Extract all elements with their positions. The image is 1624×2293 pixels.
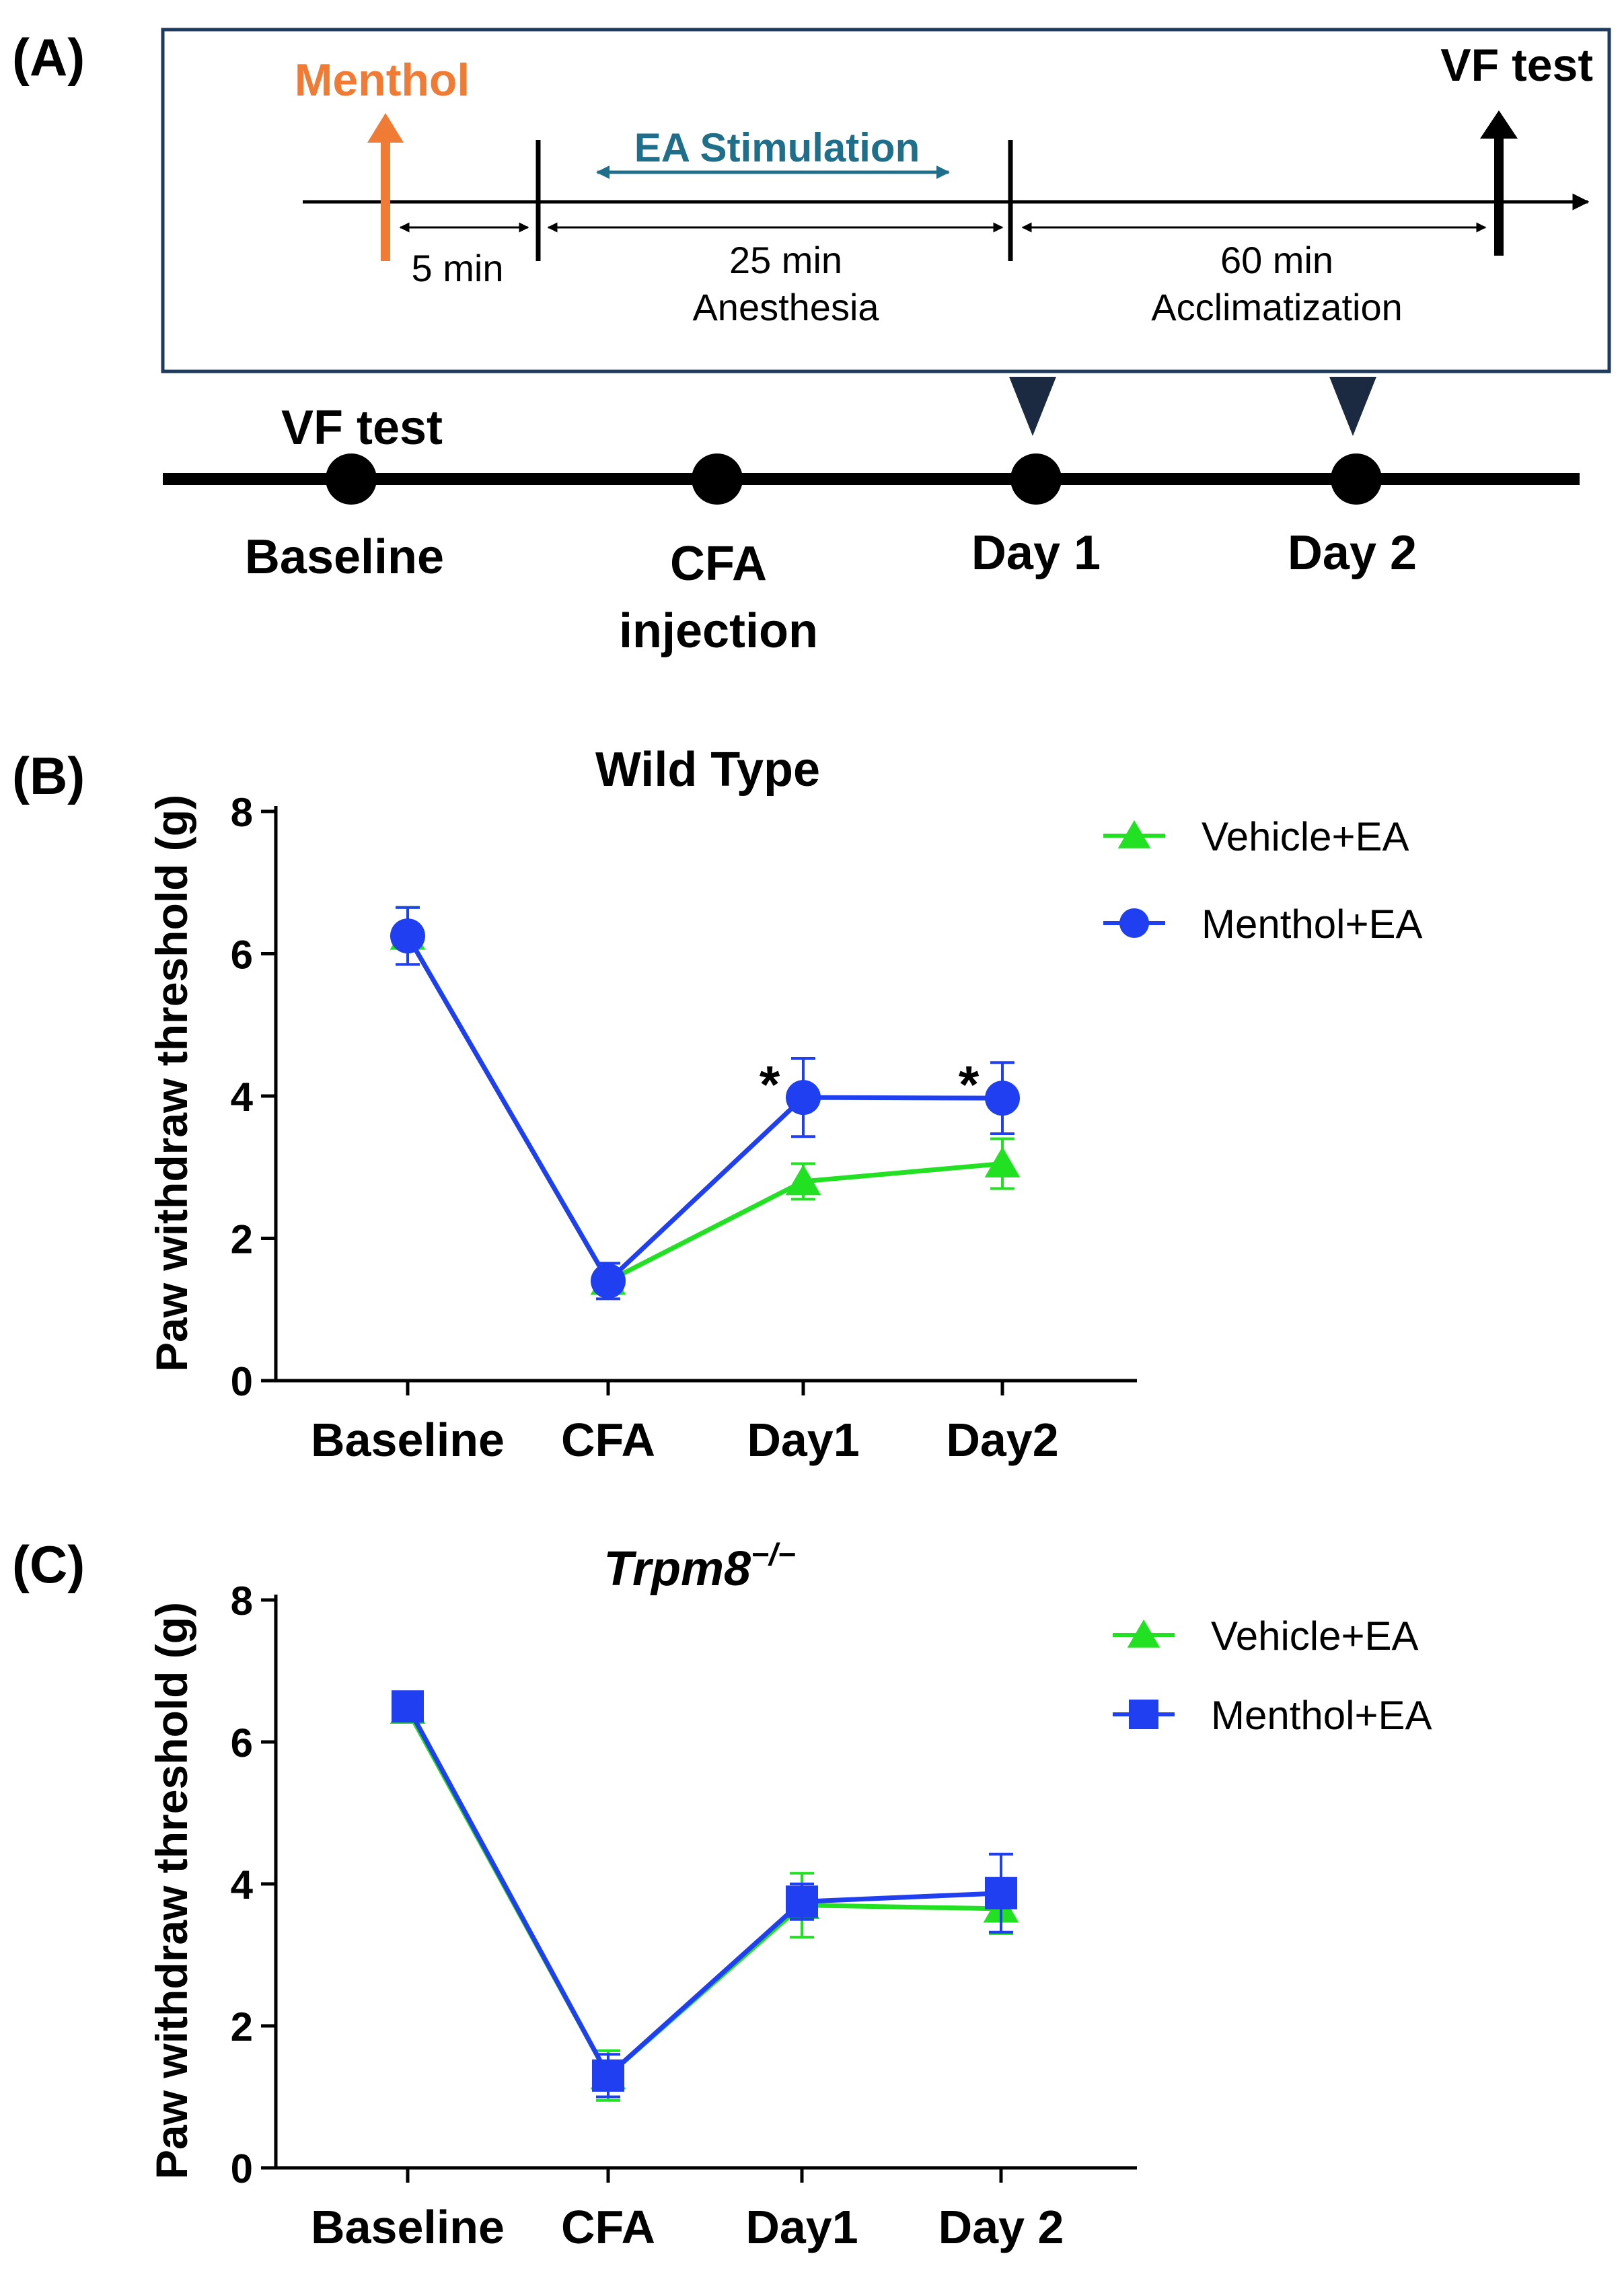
panel-a: (A) Menthol VF test EA Stimulation xyxy=(12,28,1611,658)
legend-label: Menthol+EA xyxy=(1211,1693,1432,1738)
timeline-dot-baseline xyxy=(326,453,377,505)
timeline-label-day1: Day 1 xyxy=(971,526,1101,580)
series-line xyxy=(405,935,1003,1285)
data-point xyxy=(591,1263,626,1299)
y-tick-label: 2 xyxy=(231,1217,253,1262)
series-line xyxy=(405,1705,1002,2080)
y-tick-label: 2 xyxy=(231,2004,253,2049)
chart-wild-type: (B) Wild Type Paw withdraw threshold (g)… xyxy=(12,743,1423,1466)
x-tick-label: CFA xyxy=(561,1414,655,1466)
y-tick-label: 4 xyxy=(231,1075,254,1120)
protocol-frame xyxy=(161,28,1611,373)
legend-label: Vehicle+EA xyxy=(1202,814,1409,859)
chart-b-title: Wild Type xyxy=(595,743,820,797)
timeline-dot-day1 xyxy=(1010,453,1062,505)
legend-swatch-marker xyxy=(1117,820,1151,848)
significance-marker: * xyxy=(760,1054,780,1114)
chart-trpm8-ko: (C) Trpm8−/− Paw withdraw threshold (g) … xyxy=(12,1535,1432,2253)
data-point xyxy=(786,1080,821,1116)
day2-pointer xyxy=(1329,377,1376,436)
series-menthol-ea xyxy=(392,1690,1017,2099)
y-tick-label: 4 xyxy=(231,1862,254,1907)
interval-2-label-1: 25 min xyxy=(729,239,842,281)
legend-swatch-marker xyxy=(1119,908,1149,938)
panel-a-label: (A) xyxy=(12,28,85,87)
interval-1-label: 5 min xyxy=(412,247,504,289)
timeline-label-day2: Day 2 xyxy=(1288,526,1417,580)
menthol-arrowhead xyxy=(367,113,404,143)
series-vehicle-ea xyxy=(390,906,1021,1295)
x-tick-label: CFA xyxy=(561,2201,655,2253)
ea-stimulation-label: EA Stimulation xyxy=(634,125,920,170)
chart-c-ylabel: Paw withdraw threshold (g) xyxy=(147,1602,196,2179)
data-point xyxy=(984,1146,1021,1177)
x-tick-label: Day1 xyxy=(745,2201,858,2253)
legend-label: Vehicle+EA xyxy=(1211,1613,1419,1659)
chart-b-plot: 0 2 4 6 8 Baseline CFA Day1 Day2 * * xyxy=(231,790,1137,1466)
interval-3-label-1: 60 min xyxy=(1220,239,1333,281)
timeline-dot-day2 xyxy=(1331,453,1382,505)
data-point xyxy=(390,918,425,954)
legend-swatch-marker xyxy=(1127,1619,1160,1648)
day1-pointer xyxy=(1009,377,1056,436)
y-tick-label: 8 xyxy=(231,790,253,835)
x-tick-label: Baseline xyxy=(311,1414,505,1466)
y-tick-label: 6 xyxy=(231,933,253,978)
chart-c-legend: Vehicle+EA Menthol+EA xyxy=(1113,1613,1432,1738)
chart-c-title: Trpm8−/− xyxy=(603,1537,795,1596)
x-tick-label: Day2 xyxy=(946,1414,1058,1466)
timeline-dot-cfa xyxy=(692,453,743,505)
interval-3-label-2: Acclimatization xyxy=(1151,286,1402,328)
interval-2-label-2: Anesthesia xyxy=(692,286,879,328)
timeline-vf-test-label: VF test xyxy=(281,401,443,455)
experiment-timeline: VF test Baseline CFA injection Day 1 Day… xyxy=(163,377,1580,658)
protocol-vf-test-label: VF test xyxy=(1440,40,1593,91)
data-point xyxy=(786,1885,818,1918)
series-menthol-ea xyxy=(390,906,1020,1301)
x-tick-label: Baseline xyxy=(311,2201,505,2253)
vf-test-arrowhead xyxy=(1480,110,1518,139)
chart-b-legend: Vehicle+EA Menthol+EA xyxy=(1103,814,1423,947)
series-line xyxy=(405,1708,1002,2080)
chart-b-ylabel: Paw withdraw threshold (g) xyxy=(147,795,196,1372)
data-point xyxy=(785,1164,821,1196)
legend-swatch-marker xyxy=(1129,1700,1158,1729)
protocol-box: Menthol VF test EA Stimulation 5 min 25 … xyxy=(161,28,1611,373)
x-tick-label: Day1 xyxy=(747,1414,859,1466)
panel-c-label: (C) xyxy=(12,1535,85,1594)
y-tick-label: 8 xyxy=(231,1578,253,1624)
x-tick-label: Day 2 xyxy=(938,2201,1064,2253)
timeline-label-cfa-2: injection xyxy=(619,604,818,658)
timeline-label-cfa-1: CFA xyxy=(670,537,767,591)
menthol-label: Menthol xyxy=(295,54,470,106)
y-tick-label: 6 xyxy=(231,1720,253,1766)
data-point xyxy=(592,2059,624,2092)
legend-label: Menthol+EA xyxy=(1202,902,1423,947)
panel-b-label: (B) xyxy=(12,746,85,805)
series-line xyxy=(405,935,1003,1284)
timeline-label-baseline: Baseline xyxy=(245,530,444,584)
significance-marker: * xyxy=(959,1054,980,1114)
y-tick-label: 0 xyxy=(231,2146,253,2191)
y-tick-label: 0 xyxy=(231,1359,253,1404)
data-point xyxy=(392,1690,424,1723)
data-point xyxy=(985,1081,1020,1116)
chart-c-plot: 0 2 4 6 8 Baseline CFA Day1 Day 2 xyxy=(231,1578,1137,2253)
data-point xyxy=(985,1877,1017,1909)
